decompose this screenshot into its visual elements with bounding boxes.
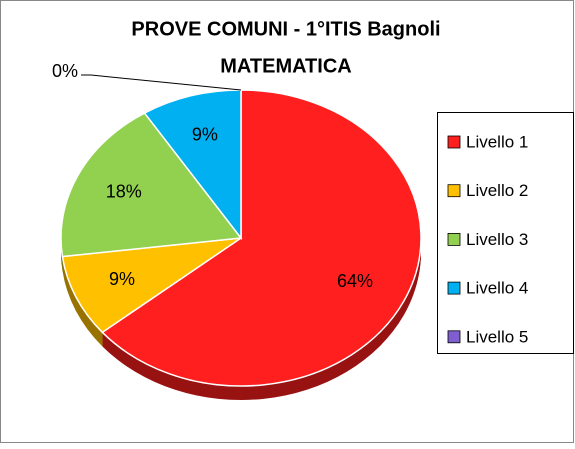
pie-slice [61,237,242,334]
data-label: 64% [337,271,373,291]
legend-swatch [447,135,461,149]
legend-label: Livello 1 [466,132,528,151]
pie-slice [60,112,243,258]
legend-swatch [447,281,461,295]
legend-swatch [447,184,461,198]
leader-line [81,74,242,91]
legend-label: Livello 4 [466,279,528,298]
legend-swatch [447,330,461,344]
chart-title: PROVE COMUNI - 1°ITIS Bagnoli [131,18,440,40]
chart-title: MATEMATICA [220,55,351,77]
data-label: 9% [109,269,135,289]
legend-swatch [447,232,461,246]
data-label: 0% [52,61,78,81]
legend-label: Livello 3 [466,230,528,249]
legend-label: Livello 5 [466,327,528,346]
pie-slice [101,89,422,387]
data-label: 9% [192,124,218,144]
legend-label: Livello 2 [466,181,528,200]
data-label: 18% [106,181,142,201]
